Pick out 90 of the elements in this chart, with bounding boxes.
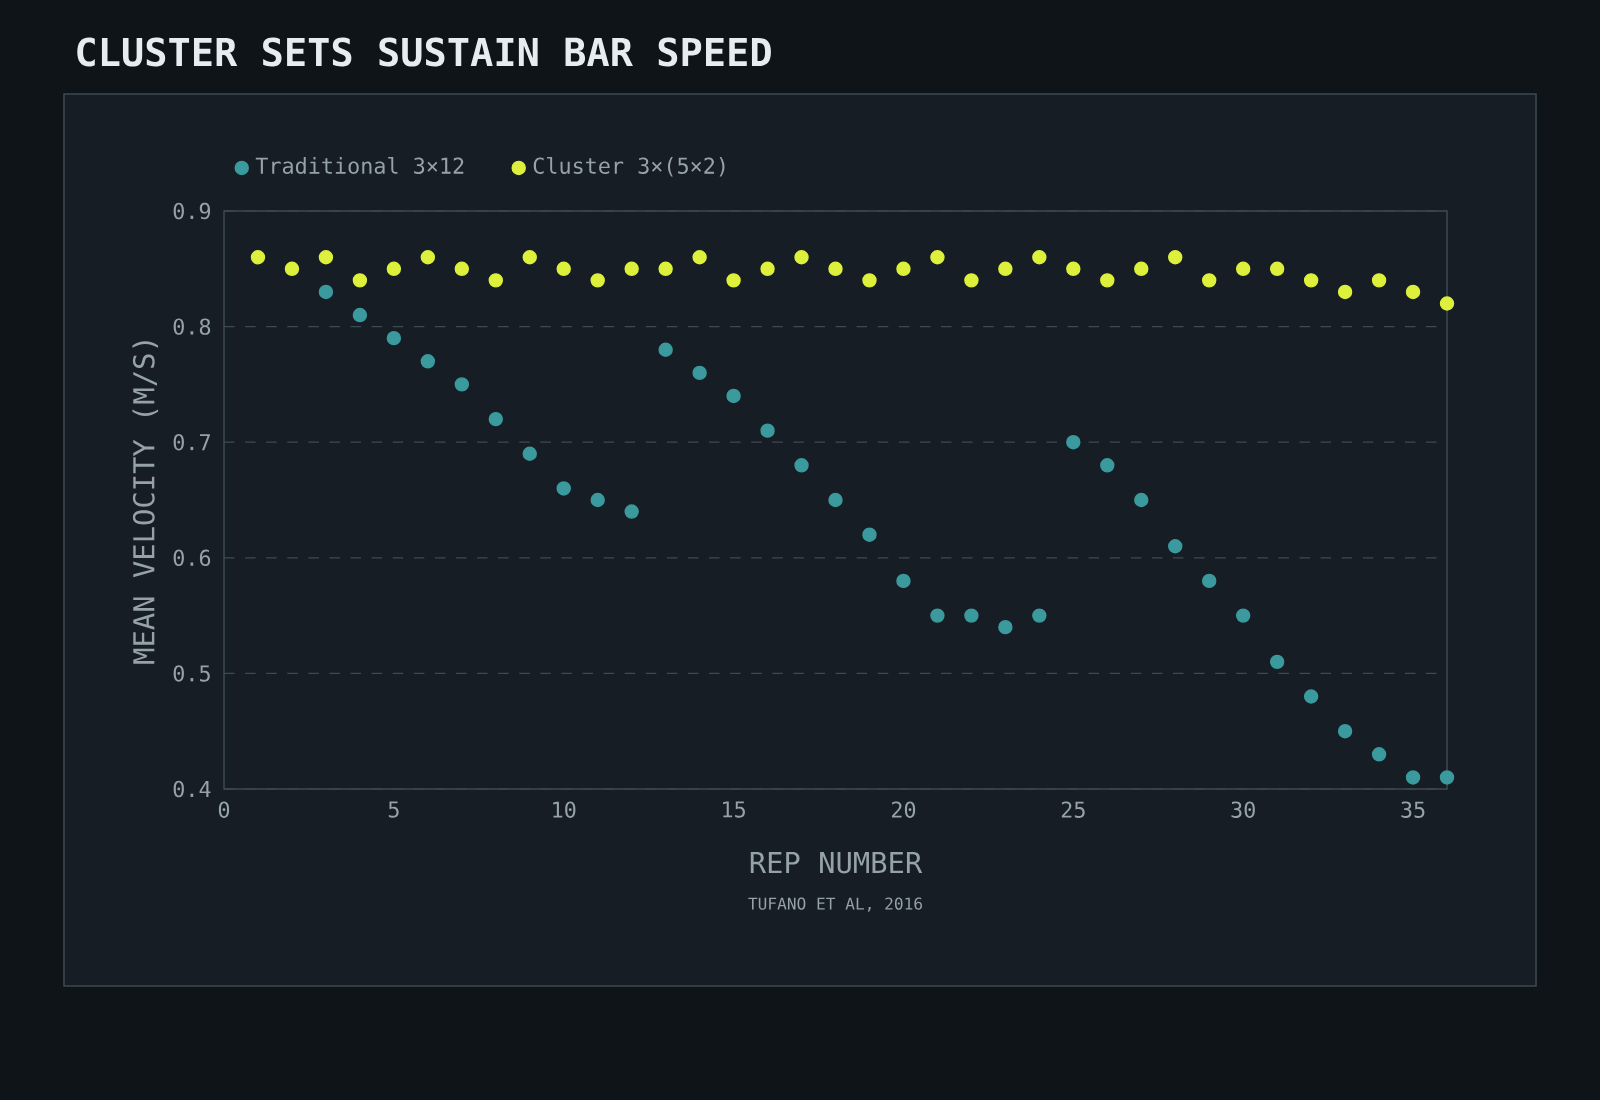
point [420,250,436,265]
point [318,284,334,300]
point [862,273,877,288]
x-tick-label: 15 [723,801,745,818]
point [794,250,809,265]
point [454,261,470,277]
x-tick-label: 5 [388,801,399,818]
point [1201,573,1217,589]
point [828,492,843,508]
point [1405,284,1421,300]
point [352,273,368,288]
point [488,411,503,427]
legend-label: Cluster 3×(5×2) [533,156,725,177]
point [1371,273,1387,288]
point [1337,723,1353,739]
chart-title: CLUSTER SETS SUSTAIN BAR SPEED [77,37,771,67]
point [522,250,537,265]
x-tick-label: 25 [1061,801,1085,818]
point [964,273,979,288]
point [964,608,979,623]
y-tick-label: 0.8 [173,318,211,335]
point [930,250,945,265]
point [318,250,334,265]
point [998,261,1013,277]
point [658,261,673,277]
point [1439,296,1455,311]
point [692,250,707,265]
point [658,342,673,357]
x-tick-label: 20 [891,801,916,818]
point [1201,273,1217,288]
legend-label: Traditional 3×12 [255,156,464,174]
y-tick-label: 0.5 [173,665,210,682]
point [1269,654,1285,670]
point [488,273,503,288]
y-tick-label: 0.6 [173,549,211,567]
x-tick-label: 0 [218,801,230,818]
point [1032,608,1047,623]
x-tick-label: 10 [553,801,576,818]
point [896,261,911,277]
point [624,504,639,519]
point [1168,250,1183,265]
point [794,458,809,473]
point [862,527,877,542]
point [1405,770,1421,785]
point [1371,747,1387,762]
point [556,261,571,277]
x-tick-label: 30 [1231,801,1255,818]
y-tick-label: 0.9 [173,202,211,220]
point [522,446,537,461]
point [1032,250,1047,265]
x-axis-title: REP NUMBER [750,852,923,874]
point [692,365,707,381]
point [556,481,571,496]
point [590,492,605,508]
y-tick-label: 0.4 [173,780,211,798]
point [726,388,741,404]
point [1100,273,1115,288]
point [1235,608,1251,623]
point [590,273,605,288]
point [760,423,775,438]
point [1066,261,1081,277]
y-axis-title: MEAN VELOCITY (M/S) [132,341,159,664]
point [284,261,300,277]
point [1168,539,1183,554]
point [420,354,436,369]
point [1100,458,1115,473]
x-tick-label: 35 [1401,801,1425,818]
point [1134,261,1149,277]
point [386,330,402,346]
point [896,573,911,589]
point [930,608,945,623]
point [1439,770,1455,785]
point [1235,261,1251,277]
point [386,261,402,277]
point [1303,689,1319,704]
point [1134,492,1149,508]
point [1303,273,1319,288]
y-tick-label: 0.7 [173,433,210,451]
point [726,273,741,288]
point [1066,435,1081,450]
point [454,377,470,392]
point [1269,261,1285,277]
point [760,261,775,277]
point [828,261,843,277]
point [624,261,639,277]
point [1337,284,1353,300]
text: TUFANO ET AL, 2016 [748,897,923,912]
point [250,250,266,265]
point [998,619,1013,635]
point [352,307,368,323]
